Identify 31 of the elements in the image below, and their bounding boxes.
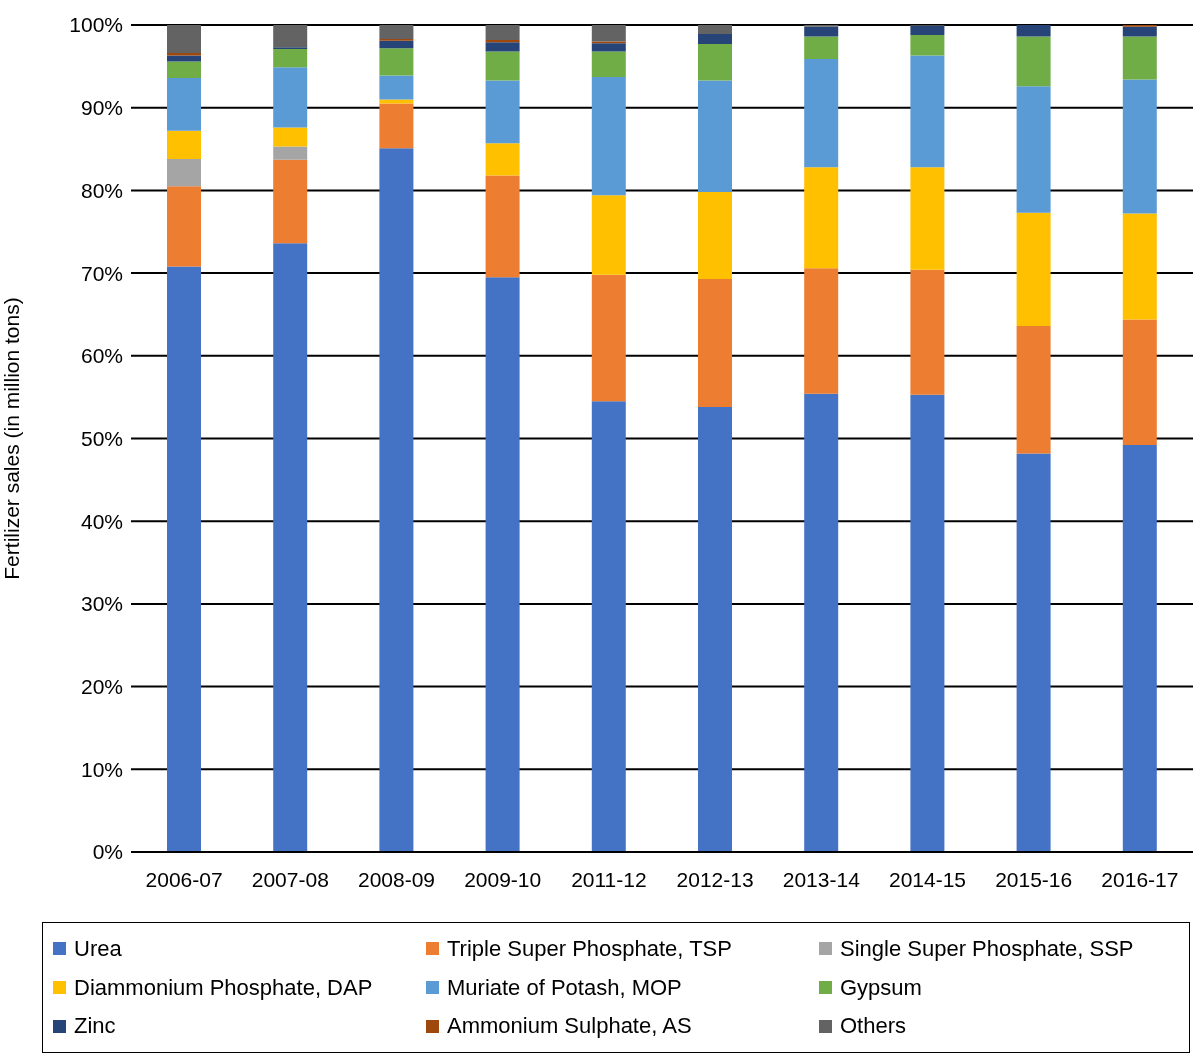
y-tick-label: 30% xyxy=(80,592,123,616)
x-tick-label: 2014-15 xyxy=(888,867,967,891)
legend-label: Triple Super Phosphate, TSP xyxy=(447,935,732,962)
y-tick-label: 0% xyxy=(92,840,123,864)
legend-label: Muriate of Potash, MOP xyxy=(447,974,682,1001)
y-tick-label: 10% xyxy=(80,757,123,781)
y-tick-label: 60% xyxy=(80,344,123,368)
y-tick-label: 100% xyxy=(69,13,123,37)
x-tick-label: 2011-12 xyxy=(571,867,647,891)
legend-label: Urea xyxy=(74,935,122,962)
y-axis-title: Fertilizer sales (in million tons) xyxy=(0,297,24,580)
legend-label: Ammonium Sulphate, AS xyxy=(447,1013,692,1040)
x-tick-label: 2012-13 xyxy=(676,867,754,891)
x-tick-label: 2015-16 xyxy=(995,867,1073,891)
legend-label: Single Super Phosphate, SSP xyxy=(840,935,1134,962)
legend-label: Diammonium Phosphate, DAP xyxy=(74,974,373,1001)
y-tick-label: 40% xyxy=(80,509,123,533)
x-tick-label: 2009-10 xyxy=(464,867,542,891)
y-tick-label: 20% xyxy=(80,675,123,699)
x-tick-label: 2016-17 xyxy=(1101,867,1179,891)
x-tick-label: 2013-14 xyxy=(782,867,861,891)
y-tick-label: 70% xyxy=(80,261,123,285)
y-tick-label: 80% xyxy=(80,178,123,202)
x-tick-label: 2007-08 xyxy=(251,867,329,891)
x-tick-label: 2006-07 xyxy=(145,867,223,891)
legend-label: Zinc xyxy=(74,1013,116,1040)
legend-label: Gypsum xyxy=(840,974,922,1001)
x-tick-label: 2008-09 xyxy=(357,867,436,891)
legend-label: Others xyxy=(840,1013,907,1040)
y-tick-label: 90% xyxy=(80,96,123,120)
y-tick-label: 50% xyxy=(80,426,123,450)
